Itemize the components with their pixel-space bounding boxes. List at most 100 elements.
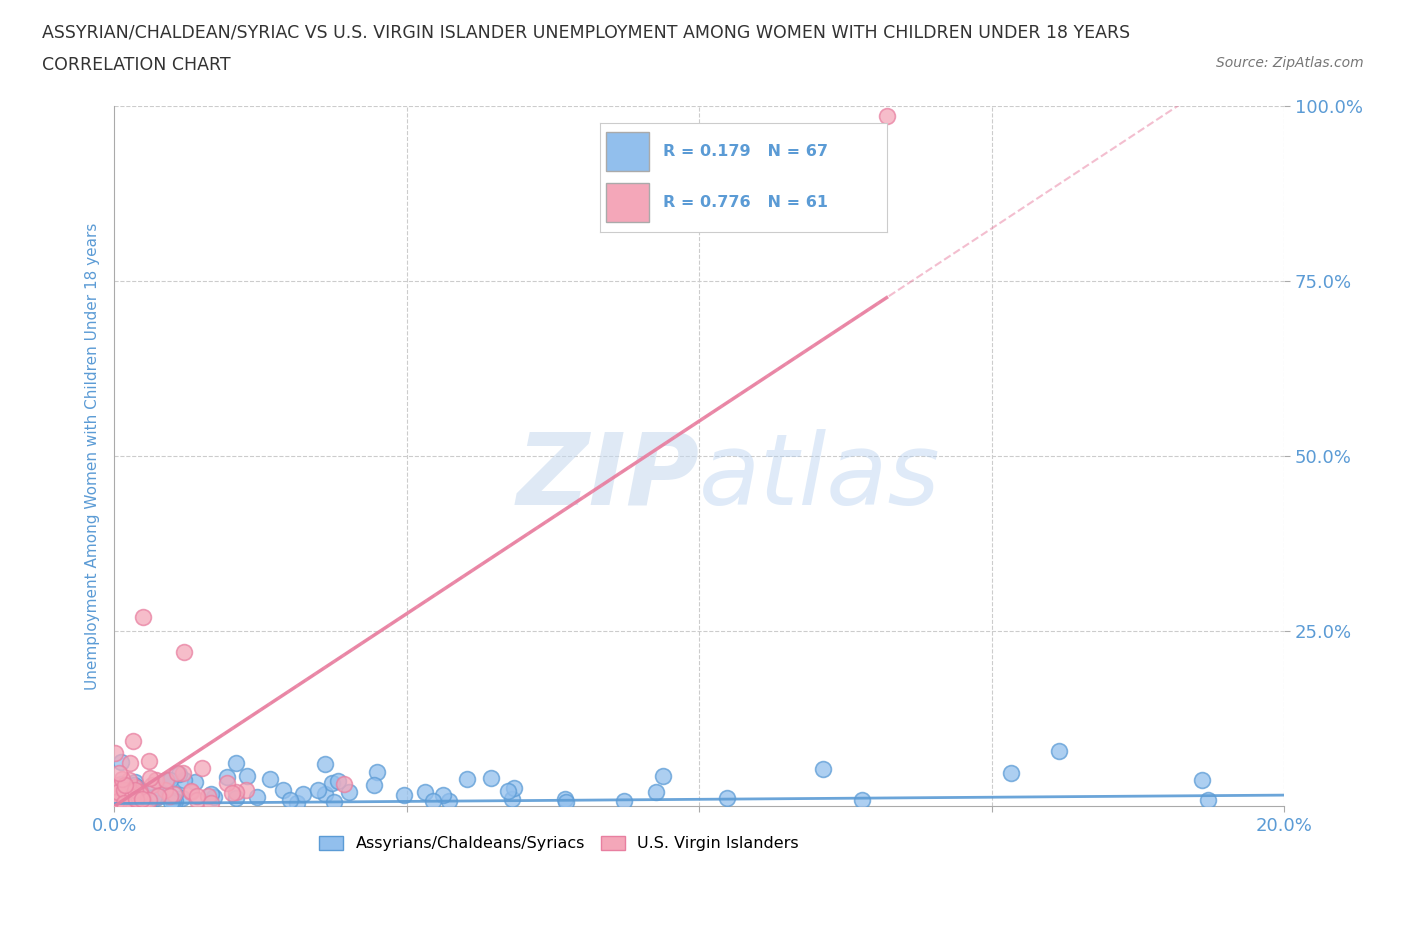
Point	[554, 791, 576, 806]
Point	[613, 793, 636, 808]
Point	[479, 771, 502, 786]
Point	[363, 777, 385, 792]
Point	[112, 795, 135, 810]
Point	[190, 761, 212, 776]
Point	[124, 782, 146, 797]
Point	[328, 774, 350, 789]
Point	[496, 783, 519, 798]
Point	[180, 784, 202, 799]
Point	[118, 773, 141, 788]
Point	[285, 795, 308, 810]
Point	[163, 793, 186, 808]
Point	[202, 790, 225, 804]
Point	[148, 789, 170, 804]
Text: Source: ZipAtlas.com: Source: ZipAtlas.com	[1216, 56, 1364, 70]
Point	[104, 780, 127, 795]
Point	[314, 787, 336, 802]
Point	[141, 777, 163, 792]
Point	[128, 787, 150, 802]
Point	[143, 790, 166, 804]
Point	[111, 772, 134, 787]
Point	[138, 792, 160, 807]
Point	[322, 794, 344, 809]
Point	[143, 780, 166, 795]
Point	[186, 792, 208, 807]
Point	[125, 791, 148, 806]
Point	[111, 794, 134, 809]
Point	[132, 610, 155, 625]
Point	[235, 783, 257, 798]
Point	[111, 790, 134, 804]
Point	[156, 773, 179, 788]
Point	[1197, 792, 1219, 807]
Point	[127, 779, 149, 794]
Point	[366, 764, 388, 779]
Text: ASSYRIAN/CHALDEAN/SYRIAC VS U.S. VIRGIN ISLANDER UNEMPLOYMENT AMONG WOMEN WITH C: ASSYRIAN/CHALDEAN/SYRIAC VS U.S. VIRGIN …	[42, 23, 1130, 41]
Point	[173, 644, 195, 659]
Point	[145, 790, 167, 805]
Point	[291, 787, 314, 802]
Point	[716, 790, 738, 805]
Point	[124, 775, 146, 790]
Point	[392, 788, 415, 803]
Point	[111, 796, 134, 811]
Point	[118, 756, 141, 771]
Point	[876, 109, 898, 124]
Point	[162, 793, 184, 808]
Point	[437, 793, 460, 808]
Point	[422, 793, 444, 808]
Point	[110, 777, 132, 791]
Point	[153, 787, 176, 802]
Point	[1047, 744, 1070, 759]
Point	[225, 790, 247, 805]
Point	[170, 790, 193, 805]
Point	[155, 782, 177, 797]
Point	[186, 789, 208, 804]
Point	[115, 794, 138, 809]
Point	[110, 796, 132, 811]
Point	[172, 765, 194, 780]
Point	[321, 776, 343, 790]
Point	[122, 734, 145, 749]
Point	[501, 791, 523, 806]
Point	[108, 793, 131, 808]
Point	[155, 772, 177, 787]
Point	[124, 779, 146, 794]
Point	[503, 780, 526, 795]
Point	[217, 776, 239, 790]
Point	[215, 769, 238, 784]
Point	[314, 756, 336, 771]
Point	[139, 770, 162, 785]
Point	[280, 792, 302, 807]
Point	[200, 795, 222, 810]
Point	[110, 755, 132, 770]
Point	[271, 782, 294, 797]
Point	[163, 787, 186, 802]
Point	[332, 777, 354, 791]
Point	[160, 794, 183, 809]
Point	[145, 773, 167, 788]
Point	[131, 791, 153, 806]
Text: ZIP: ZIP	[516, 429, 699, 525]
Point	[108, 765, 131, 780]
Point	[124, 777, 146, 792]
Point	[115, 795, 138, 810]
Point	[103, 781, 125, 796]
Point	[184, 775, 207, 790]
Point	[124, 792, 146, 807]
Point	[104, 746, 127, 761]
Point	[159, 773, 181, 788]
Point	[236, 769, 259, 784]
Point	[432, 788, 454, 803]
Point	[131, 786, 153, 801]
Point	[107, 785, 129, 800]
Point	[652, 768, 675, 783]
Point	[225, 784, 247, 799]
Point	[413, 784, 436, 799]
Point	[118, 783, 141, 798]
Point	[554, 795, 576, 810]
Y-axis label: Unemployment Among Women with Children Under 18 years: Unemployment Among Women with Children U…	[86, 222, 100, 690]
Point	[121, 790, 143, 804]
Point	[132, 795, 155, 810]
Point	[105, 792, 128, 807]
